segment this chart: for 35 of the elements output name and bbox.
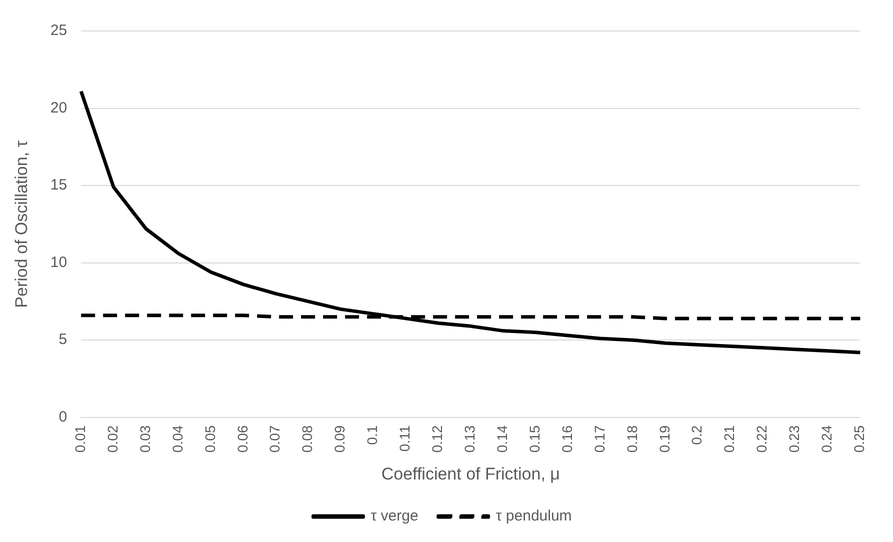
x-tick-label: 0.25	[851, 425, 868, 453]
x-tick-label: 0.22	[754, 425, 770, 453]
x-tick-label: 0.05	[202, 425, 218, 453]
x-tick-label: 0.16	[558, 425, 575, 453]
legend-label: τ verge	[370, 508, 418, 525]
x-tick-label: 0.21	[721, 425, 738, 453]
x-tick-label: 0.14	[494, 425, 510, 453]
x-tick-label: 0.24	[818, 425, 835, 453]
legend-label: τ pendulum	[496, 508, 572, 525]
x-tick-label: 0.07	[266, 425, 283, 453]
x-tick-label: 0.19	[656, 425, 672, 453]
x-tick-label: 0.03	[136, 425, 153, 453]
x-axis-title: Coefficient of Friction, μ	[381, 464, 560, 484]
x-tick-label: 0.23	[786, 425, 802, 453]
x-tick-label: 0.13	[462, 425, 478, 453]
x-tick-label: 0.09	[332, 425, 348, 453]
y-tick-label: 10	[50, 254, 68, 271]
x-tick-label: 0.06	[234, 425, 250, 453]
x-tick-label: 0.17	[591, 425, 608, 453]
x-tick-label: 0.18	[624, 425, 640, 453]
y-tick-label: 15	[50, 176, 68, 194]
x-tick-label: 0.15	[526, 425, 542, 453]
x-tick-label: 0.2	[688, 425, 705, 445]
x-tick-label: 0.04	[169, 425, 186, 453]
y-tick-label: 25	[50, 22, 68, 40]
x-tick-label: 0.08	[299, 425, 316, 453]
x-tick-label: 0.11	[396, 425, 413, 452]
y-tick-label: 0	[58, 408, 68, 426]
x-tick-label: 0.02	[104, 425, 120, 453]
x-tick-label: 0.01	[72, 425, 88, 453]
y-tick-label: 5	[58, 331, 68, 348]
x-tick-label: 0.1	[364, 425, 380, 445]
x-tick-label: 0.12	[429, 425, 446, 453]
y-axis-title: Period of Oscillation, τ	[12, 140, 31, 308]
y-tick-label: 20	[50, 99, 68, 116]
